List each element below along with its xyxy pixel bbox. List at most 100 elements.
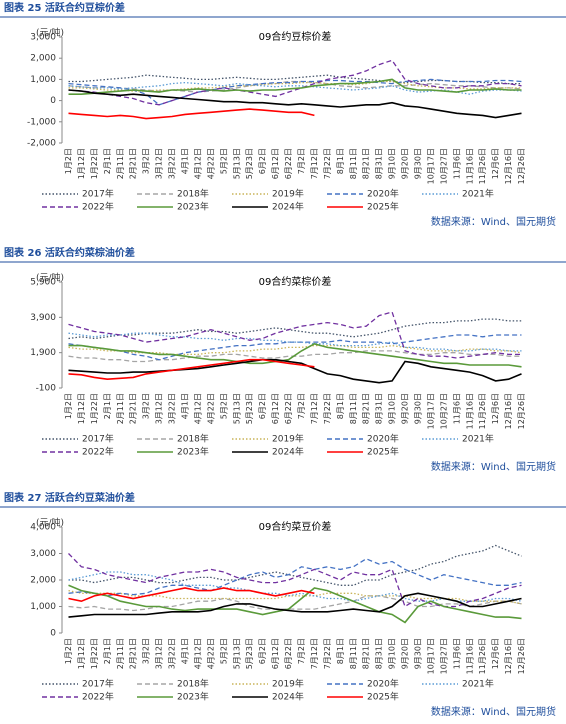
x-tick-label: 12月6日	[491, 638, 500, 669]
source-note: 数据来源：Wind、国元期货	[431, 215, 556, 228]
x-tick-label: 6月22日	[284, 148, 293, 179]
source-note: 数据来源：Wind、国元期货	[431, 460, 556, 473]
legend-label: 2021年	[462, 433, 494, 445]
x-tick-label: 12月16日	[504, 393, 513, 429]
x-tick-label: 8月31日	[375, 393, 384, 424]
x-tick-label: 3月12日	[155, 638, 164, 669]
x-tick-label: 5月2日	[219, 148, 228, 174]
legend-label: 2025年	[367, 446, 399, 458]
chart-title: 09合约菜棕价差	[259, 275, 332, 288]
x-tick-label: 12月26日	[517, 393, 526, 429]
series-line	[68, 558, 522, 597]
y-tick-label: 0	[50, 629, 56, 639]
series-line	[68, 358, 315, 381]
x-tick-label: 9月20日	[401, 638, 410, 669]
legend-label: 2021年	[462, 678, 494, 690]
figure-caption: 图表 27 活跃合约豆菜油价差	[4, 491, 135, 504]
x-tick-label: 12月16日	[504, 638, 513, 674]
x-tick-label: 12月26日	[517, 148, 526, 184]
x-tick-label: 8月1日	[336, 148, 345, 174]
x-tick-label: 4月1日	[180, 148, 189, 174]
x-tick-label: 10月27日	[439, 638, 448, 674]
x-tick-label: 11月6日	[452, 638, 461, 669]
source-note: 数据来源：Wind、国元期货	[431, 705, 556, 718]
legend-label: 2022年	[82, 201, 114, 213]
series-line	[68, 318, 522, 340]
legend-label: 2020年	[367, 678, 399, 690]
x-tick-label: 5月13日	[232, 393, 241, 424]
x-tick-label: 7月22日	[323, 638, 332, 669]
x-tick-label: 9月30日	[413, 393, 422, 424]
x-tick-label: 3月12日	[155, 148, 164, 179]
series-line	[68, 89, 522, 119]
x-tick-label: 8月21日	[362, 393, 371, 424]
x-tick-label: 4月1日	[180, 393, 189, 419]
series-line	[68, 59, 522, 106]
x-tick-label: 1月2日	[64, 148, 73, 174]
x-tick-label: 9月30日	[413, 638, 422, 669]
x-tick-label: 5月23日	[245, 148, 254, 179]
y-tick-label: 2,000	[30, 576, 56, 586]
x-tick-label: 7月12日	[310, 638, 319, 669]
x-tick-label: 8月1日	[336, 638, 345, 664]
x-tick-label: 9月10日	[388, 393, 397, 424]
y-tick-label: -2,000	[27, 139, 56, 149]
x-tick-label: 1月12日	[77, 148, 86, 179]
x-tick-label: 4月22日	[206, 148, 215, 179]
series-line	[68, 358, 522, 384]
legend-label: 2020年	[367, 188, 399, 200]
x-tick-label: 2月21日	[129, 148, 138, 179]
series-line	[68, 342, 522, 368]
series-line	[68, 587, 315, 603]
x-tick-label: 7月22日	[323, 393, 332, 424]
series-line	[68, 584, 522, 624]
x-tick-label: 3月2日	[142, 148, 151, 174]
y-tick-label: -1,000	[27, 117, 56, 127]
x-tick-label: 6月12日	[271, 393, 280, 424]
x-tick-label: 2月21日	[129, 393, 138, 424]
x-tick-label: 9月30日	[413, 148, 422, 179]
x-tick-label: 3月22日	[168, 393, 177, 424]
x-tick-label: 1月22日	[90, 393, 99, 424]
x-tick-label: 6月22日	[284, 638, 293, 669]
x-tick-label: 6月2日	[258, 393, 267, 419]
legend-label: 2024年	[272, 201, 304, 213]
x-tick-label: 4月22日	[206, 393, 215, 424]
x-tick-label: 10月27日	[439, 393, 448, 429]
x-tick-label: 5月2日	[219, 638, 228, 664]
x-tick-label: 7月2日	[297, 148, 306, 174]
legend-label: 2023年	[177, 691, 209, 703]
y-tick-label: 1,000	[30, 75, 56, 85]
legend-label: 2024年	[272, 446, 304, 458]
y-tick-label: -100	[36, 384, 57, 394]
x-tick-label: 3月2日	[142, 393, 151, 419]
legend-label: 2018年	[177, 188, 209, 200]
x-tick-label: 4月12日	[193, 638, 202, 669]
legend-label: 2019年	[272, 188, 304, 200]
x-tick-label: 6月2日	[258, 638, 267, 664]
y-axis-label: (元/吨)	[36, 272, 64, 284]
y-tick-label: 3,000	[30, 33, 56, 43]
legend-label: 2023年	[177, 446, 209, 458]
y-tick-label: 0	[50, 96, 56, 106]
x-tick-label: 4月1日	[180, 638, 189, 664]
x-tick-label: 7月2日	[297, 638, 306, 664]
series-line	[68, 544, 522, 586]
x-tick-label: 6月22日	[284, 393, 293, 424]
x-tick-label: 1月22日	[90, 638, 99, 669]
x-tick-label: 11月26日	[478, 638, 487, 674]
x-tick-label: 10月17日	[426, 393, 435, 429]
x-tick-label: 9月10日	[388, 638, 397, 669]
x-tick-label: 11月26日	[478, 393, 487, 429]
x-tick-label: 11月16日	[465, 638, 474, 674]
x-tick-label: 5月2日	[219, 393, 228, 419]
x-tick-label: 2月1日	[103, 393, 112, 419]
legend-label: 2017年	[82, 188, 114, 200]
x-tick-label: 8月31日	[375, 638, 384, 669]
x-tick-label: 11月16日	[465, 393, 474, 429]
x-tick-label: 7月12日	[310, 393, 319, 424]
legend-label: 2024年	[272, 691, 304, 703]
figure-caption: 图表 25 活跃合约豆棕价差	[4, 1, 125, 14]
x-tick-label: 6月12日	[271, 148, 280, 179]
x-tick-label: 4月12日	[193, 393, 202, 424]
